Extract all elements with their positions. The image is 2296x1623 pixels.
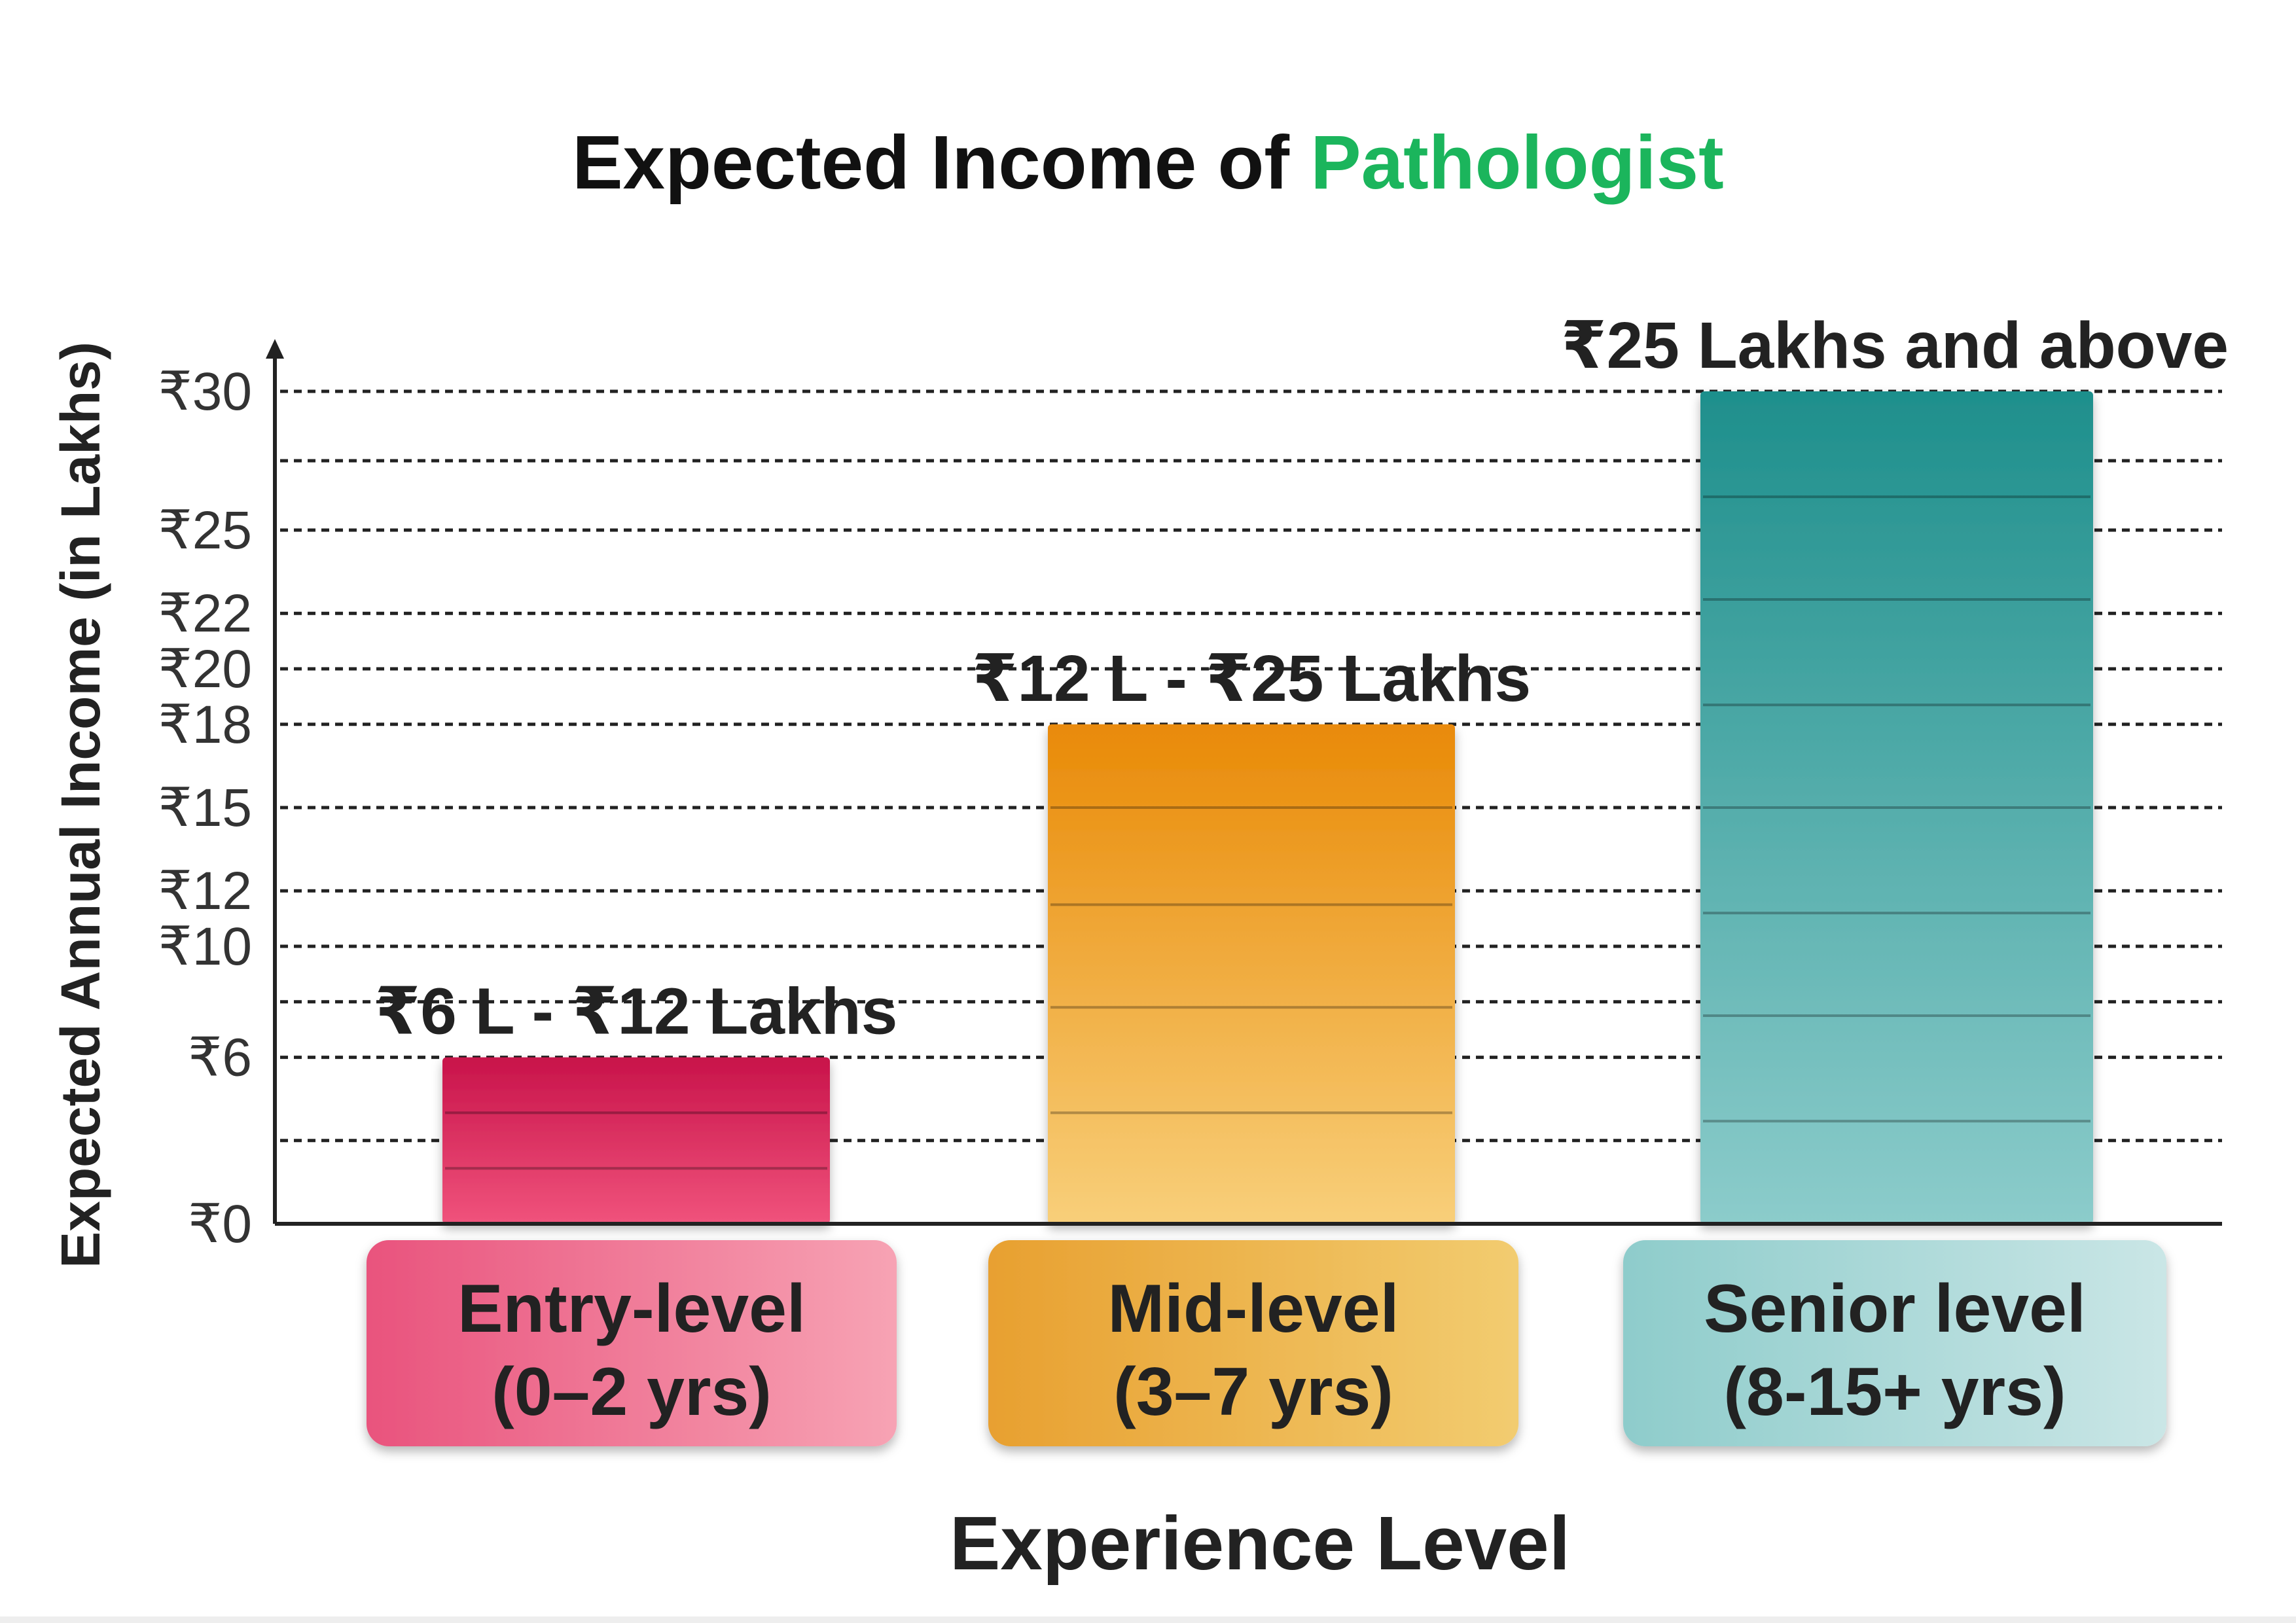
y-tick-label: ₹0 <box>188 1194 252 1254</box>
y-tick-label: ₹30 <box>158 362 252 421</box>
category-labels: Entry-level(0–2 yrs) Mid-level(3–7 yrs) Se… <box>367 1240 2166 1446</box>
bar <box>1048 724 1455 1224</box>
bar-group: ₹12 L - ₹25 Lakhs <box>972 642 1531 1224</box>
y-tick-label: ₹20 <box>158 639 252 699</box>
data-label: ₹6 L - ₹12 Lakhs <box>375 975 898 1048</box>
y-tick-label: ₹10 <box>158 917 252 976</box>
y-axis-label: Expected Annual Income (in Lakhs) <box>50 342 111 1268</box>
category-label-line1: Senior level <box>1704 1271 2086 1347</box>
y-tick-label: ₹18 <box>158 695 252 755</box>
category-box <box>367 1240 897 1446</box>
chart-title-highlight: Pathologist <box>1310 120 1724 205</box>
category-label-line1: Entry-level <box>457 1271 806 1347</box>
category-label-line2: (0–2 yrs) <box>492 1354 772 1430</box>
bar-group: ₹6 L - ₹12 Lakhs <box>375 975 898 1224</box>
category-label-line2: (8-15+ yrs) <box>1723 1354 2066 1430</box>
bar-group: ₹25 Lakhs and above <box>1561 309 2229 1224</box>
data-label: ₹25 Lakhs and above <box>1561 309 2229 382</box>
y-tick-label: ₹25 <box>158 501 252 560</box>
y-tick-labels: ₹0 ₹6 ₹10₹12 ₹15 ₹18₹20₹22 ₹25 ₹30 <box>158 362 252 1254</box>
page-bottom-edge <box>0 1616 2296 1623</box>
y-tick-label: ₹12 <box>158 861 252 921</box>
chart-title: Expected Income of Pathologist <box>572 120 1724 205</box>
axes <box>266 339 2222 1226</box>
category-label-line2: (3–7 yrs) <box>1113 1354 1393 1430</box>
data-label: ₹12 L - ₹25 Lakhs <box>972 642 1531 715</box>
category-label-box: Senior level(8-15+ yrs) <box>1623 1240 2166 1446</box>
category-label-box: Mid-level(3–7 yrs) <box>988 1240 1518 1446</box>
bar <box>1700 391 2093 1224</box>
category-box <box>988 1240 1518 1446</box>
y-tick-label: ₹22 <box>158 584 252 643</box>
y-tick-label: ₹15 <box>158 778 252 838</box>
y-tick-label: ₹6 <box>188 1028 252 1088</box>
category-box <box>1623 1240 2166 1446</box>
category-label-box: Entry-level(0–2 yrs) <box>367 1240 897 1446</box>
bars: ₹6 L - ₹12 Lakhs ₹12 L - ₹25 Lakhs ₹25 Lak… <box>375 309 2229 1224</box>
category-label-line1: Mid-level <box>1108 1271 1399 1347</box>
x-axis-label: Experience Level <box>950 1501 1570 1586</box>
y-axis-arrow <box>266 339 284 359</box>
chart-title-prefix: Expected Income of <box>572 120 1310 205</box>
bar <box>442 1057 830 1224</box>
